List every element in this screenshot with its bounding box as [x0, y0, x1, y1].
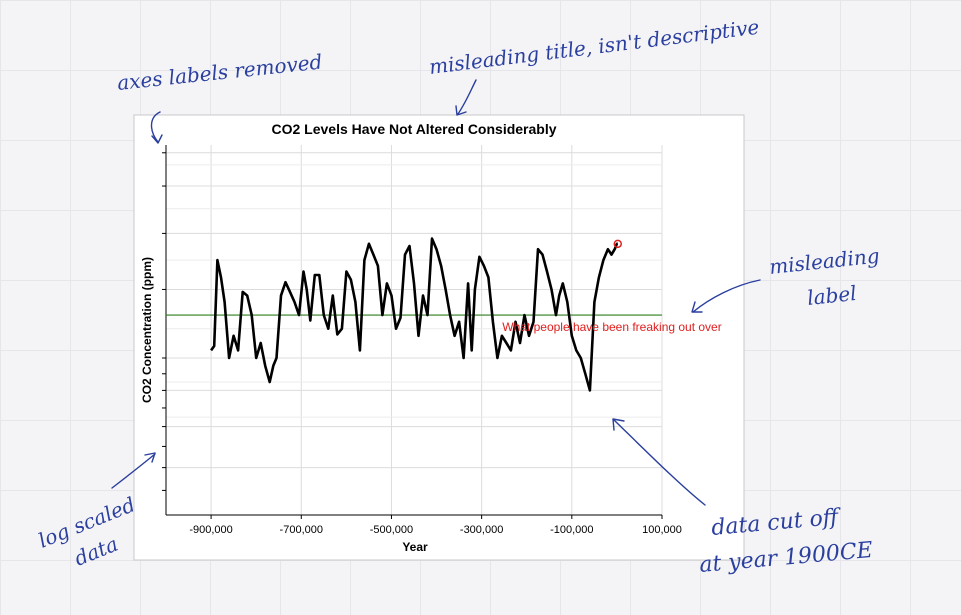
- x-tick-label: -300,000: [460, 524, 503, 536]
- chart-background: [133, 114, 745, 561]
- x-tick-label: -900,000: [189, 524, 232, 536]
- x-tick-label: 100,000: [642, 524, 682, 536]
- x-tick-label: -700,000: [280, 524, 323, 536]
- chart-title: CO2 Levels Have Not Altered Considerably: [271, 121, 556, 137]
- x-axis-label: Year: [402, 540, 428, 554]
- axes: [162, 145, 662, 516]
- x-tick-label: -500,000: [370, 524, 413, 536]
- y-axis-label: CO2 Concentration (ppm): [140, 257, 154, 403]
- note-misleading-label-line2: label: [806, 281, 858, 310]
- arrow-data-cut-note: [612, 418, 706, 506]
- note-misleading-title: misleading title, isn't descriptive: [428, 15, 761, 79]
- grid-lines: [166, 145, 663, 515]
- arrow-log-note: [111, 452, 156, 489]
- note-misleading-label-line1: misleading: [768, 244, 881, 279]
- arrow-axes-note: [150, 111, 163, 144]
- series-line-co2: [210, 237, 619, 392]
- arrow-label-note: [691, 279, 761, 313]
- endpoint-marker: [613, 239, 623, 249]
- arrow-title-note: [455, 79, 477, 116]
- x-tick-labels: -900,000 -700,000 -500,000 -300,000 -100,000…: [189, 515, 682, 536]
- x-tick-label: -100,000: [550, 524, 593, 536]
- annotation-label: What people have been freaking out over: [502, 320, 721, 334]
- note-axes-labels: axes labels removed: [116, 50, 323, 95]
